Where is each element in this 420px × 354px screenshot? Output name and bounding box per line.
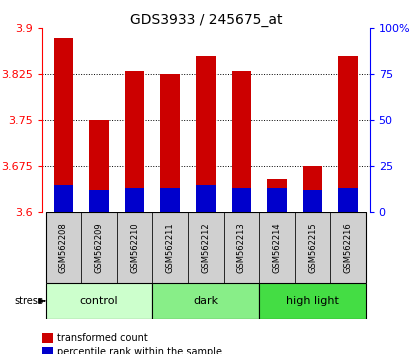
Bar (303, 190, 323, 212)
Text: control: control (80, 296, 118, 306)
Bar (339, 56, 358, 212)
Bar (152, 283, 259, 319)
Bar (54, 185, 73, 212)
Bar (295, 212, 331, 283)
Bar (160, 74, 180, 212)
Bar (89, 190, 109, 212)
Bar (125, 188, 144, 212)
Title: GDS3933 / 245675_at: GDS3933 / 245675_at (129, 13, 282, 27)
Bar (45, 212, 81, 283)
Bar (152, 212, 188, 283)
Bar (259, 212, 295, 283)
Bar (267, 188, 287, 212)
Text: transformed count: transformed count (57, 333, 147, 343)
Text: GSM562210: GSM562210 (130, 222, 139, 273)
Bar (231, 188, 251, 212)
Bar (54, 38, 73, 212)
Text: GSM562208: GSM562208 (59, 222, 68, 273)
Bar (45, 283, 152, 319)
Bar (89, 120, 109, 212)
Text: dark: dark (193, 296, 218, 306)
Bar (125, 71, 144, 212)
Bar (117, 212, 152, 283)
Text: GSM562212: GSM562212 (201, 222, 210, 273)
Text: GSM562209: GSM562209 (94, 222, 103, 273)
Text: percentile rank within the sample: percentile rank within the sample (57, 347, 222, 354)
Text: GSM562211: GSM562211 (166, 222, 175, 273)
Text: GSM562216: GSM562216 (344, 222, 353, 273)
Bar (303, 166, 323, 212)
Bar (331, 212, 366, 283)
Bar (81, 212, 117, 283)
Bar (223, 212, 259, 283)
Bar (196, 56, 215, 212)
Bar (160, 188, 180, 212)
Text: stress: stress (15, 296, 44, 306)
Bar (267, 179, 287, 212)
Text: high light: high light (286, 296, 339, 306)
Bar (259, 283, 366, 319)
Text: GSM562214: GSM562214 (273, 222, 281, 273)
Bar (196, 185, 215, 212)
Text: GSM562215: GSM562215 (308, 222, 317, 273)
Bar (339, 188, 358, 212)
Bar (231, 71, 251, 212)
Text: GSM562213: GSM562213 (237, 222, 246, 273)
Bar (188, 212, 223, 283)
